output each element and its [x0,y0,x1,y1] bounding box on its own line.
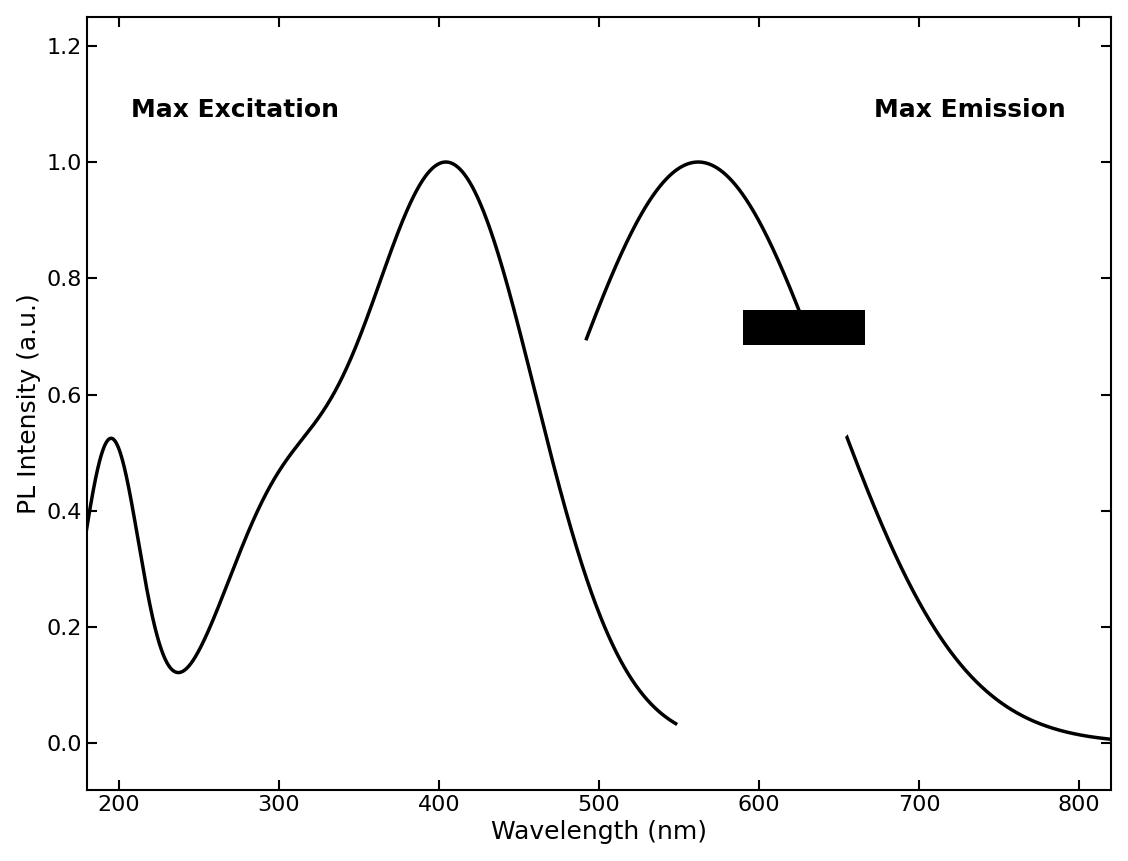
Y-axis label: PL Intensity (a.u.): PL Intensity (a.u.) [17,293,41,514]
Ellipse shape [744,331,863,454]
X-axis label: Wavelength (nm): Wavelength (nm) [491,821,707,845]
Ellipse shape [786,465,818,494]
Text: Max Excitation: Max Excitation [132,97,340,121]
Text: Max Emission: Max Emission [874,97,1066,121]
Bar [742,301,865,345]
